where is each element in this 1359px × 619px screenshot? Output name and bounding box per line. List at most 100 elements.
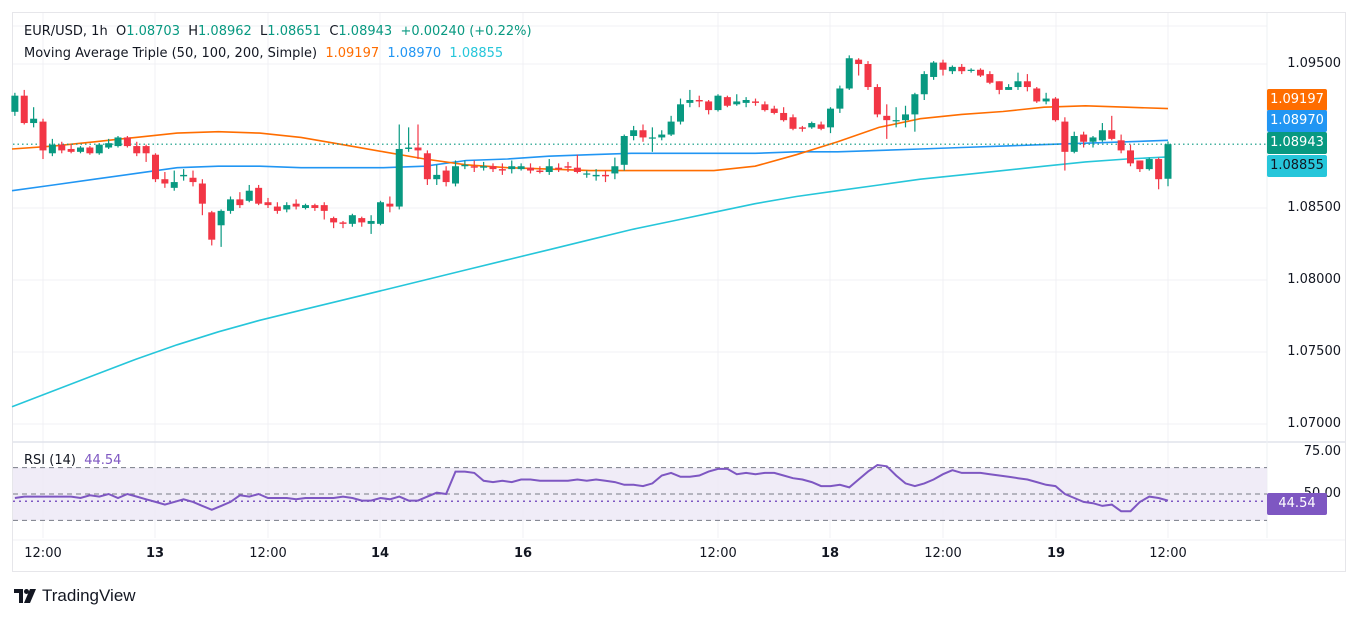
candle-body bbox=[461, 164, 469, 167]
candle-body bbox=[95, 144, 103, 154]
candle-body bbox=[723, 97, 731, 106]
candle-body bbox=[77, 147, 84, 152]
candle-body bbox=[114, 137, 122, 147]
candle-body bbox=[742, 100, 750, 103]
candle-body bbox=[620, 136, 628, 165]
candle-body bbox=[873, 87, 881, 115]
candle-body bbox=[770, 108, 778, 113]
candle-body bbox=[930, 62, 938, 77]
ohlc-legend: EUR/USD, 1h O1.08703 H1.08962 L1.08651 C… bbox=[24, 24, 532, 39]
candle-body bbox=[1108, 130, 1116, 139]
candle-body bbox=[161, 179, 169, 184]
candle-body bbox=[348, 215, 356, 224]
high-value: 1.08962 bbox=[198, 24, 252, 39]
candle-body bbox=[48, 144, 56, 154]
candle-body bbox=[920, 74, 928, 95]
tradingview-logo[interactable]: TradingView bbox=[14, 586, 136, 606]
chart-frame bbox=[12, 12, 1346, 572]
ma200-value: 1.08855 bbox=[449, 46, 504, 61]
candle-body bbox=[995, 81, 1003, 90]
candle-body bbox=[752, 101, 759, 103]
candle-body bbox=[330, 218, 338, 223]
candle-body bbox=[836, 88, 844, 109]
candle-body bbox=[573, 167, 581, 172]
candle-body bbox=[142, 146, 150, 154]
candle-body bbox=[20, 95, 28, 124]
candle-body bbox=[264, 202, 272, 206]
time-tick: 14 bbox=[370, 546, 390, 561]
ma200-price-badge: 1.08855 bbox=[1267, 155, 1327, 177]
candle-body bbox=[1127, 150, 1134, 164]
candle-body bbox=[592, 174, 600, 177]
candle-body bbox=[358, 218, 366, 223]
candle-body bbox=[255, 187, 263, 204]
candle-body bbox=[245, 190, 253, 201]
candle-body bbox=[611, 166, 619, 174]
candle-body bbox=[686, 100, 694, 103]
candle-body bbox=[442, 170, 450, 183]
candle-body bbox=[1005, 87, 1013, 90]
candle-body bbox=[386, 203, 394, 207]
candle-body bbox=[798, 127, 806, 129]
candle-body bbox=[1080, 134, 1088, 142]
candle-body bbox=[630, 130, 638, 136]
candle-body bbox=[948, 66, 956, 72]
candle-body bbox=[1061, 121, 1069, 152]
candle-body bbox=[817, 124, 825, 129]
candle-body bbox=[123, 137, 131, 147]
candle-body bbox=[902, 114, 909, 121]
candle-body bbox=[602, 174, 609, 177]
candle-body bbox=[189, 177, 197, 183]
close-label: C bbox=[329, 24, 339, 39]
candle-body bbox=[217, 210, 225, 226]
candle-body bbox=[761, 104, 769, 111]
candle-body bbox=[480, 166, 488, 168]
candle-body bbox=[967, 69, 975, 71]
candle-body bbox=[864, 64, 872, 88]
time-tick: 19 bbox=[1046, 546, 1066, 561]
candle-body bbox=[1033, 88, 1041, 102]
candle-body bbox=[780, 112, 788, 121]
ma-title: Moving Average Triple (50, 100, 200, Sim… bbox=[24, 46, 318, 61]
candle-body bbox=[180, 174, 188, 177]
candle-body bbox=[733, 101, 741, 105]
candle-body bbox=[1070, 136, 1078, 152]
price-tick: 1.08500 bbox=[1287, 200, 1341, 215]
ma100-line bbox=[11, 139, 1169, 192]
candle-body bbox=[273, 206, 281, 211]
time-tick: 12:00 bbox=[1149, 546, 1187, 561]
candle-body bbox=[498, 169, 506, 171]
candle-body bbox=[1145, 159, 1153, 170]
candle-body bbox=[658, 134, 666, 138]
candle-body bbox=[517, 166, 525, 170]
rsi-value: 44.54 bbox=[84, 453, 122, 468]
rsi-legend: RSI (14) 44.54 bbox=[24, 453, 121, 468]
candle-body bbox=[198, 183, 206, 204]
time-tick: 12:00 bbox=[924, 546, 962, 561]
symbol-label: EUR/USD, 1h bbox=[24, 24, 108, 39]
candle-body bbox=[808, 123, 816, 128]
candle-body bbox=[367, 220, 375, 224]
candle-body bbox=[883, 115, 891, 121]
candle-body bbox=[283, 205, 291, 210]
candle-body bbox=[677, 104, 684, 122]
candle-body bbox=[292, 203, 300, 207]
high-label: H bbox=[188, 24, 199, 39]
time-tick: 18 bbox=[820, 546, 840, 561]
candle-body bbox=[527, 167, 534, 171]
ma50-value: 1.09197 bbox=[325, 46, 380, 61]
candle-body bbox=[977, 69, 984, 76]
price-tick: 1.09500 bbox=[1287, 56, 1341, 71]
last-price-badge: 1.08943 bbox=[1267, 132, 1327, 154]
rsi-title: RSI (14) bbox=[24, 453, 76, 468]
price-tick: 1.08000 bbox=[1287, 272, 1341, 287]
candle-body bbox=[1089, 137, 1097, 142]
candle-body bbox=[545, 166, 553, 172]
low-value: 1.08651 bbox=[267, 24, 322, 39]
ma100-value: 1.08970 bbox=[387, 46, 442, 61]
candle-body bbox=[405, 147, 413, 149]
ma50-price-badge: 1.09197 bbox=[1267, 89, 1327, 111]
ma100-price-badge: 1.08970 bbox=[1267, 110, 1327, 132]
candle-body bbox=[208, 212, 216, 240]
